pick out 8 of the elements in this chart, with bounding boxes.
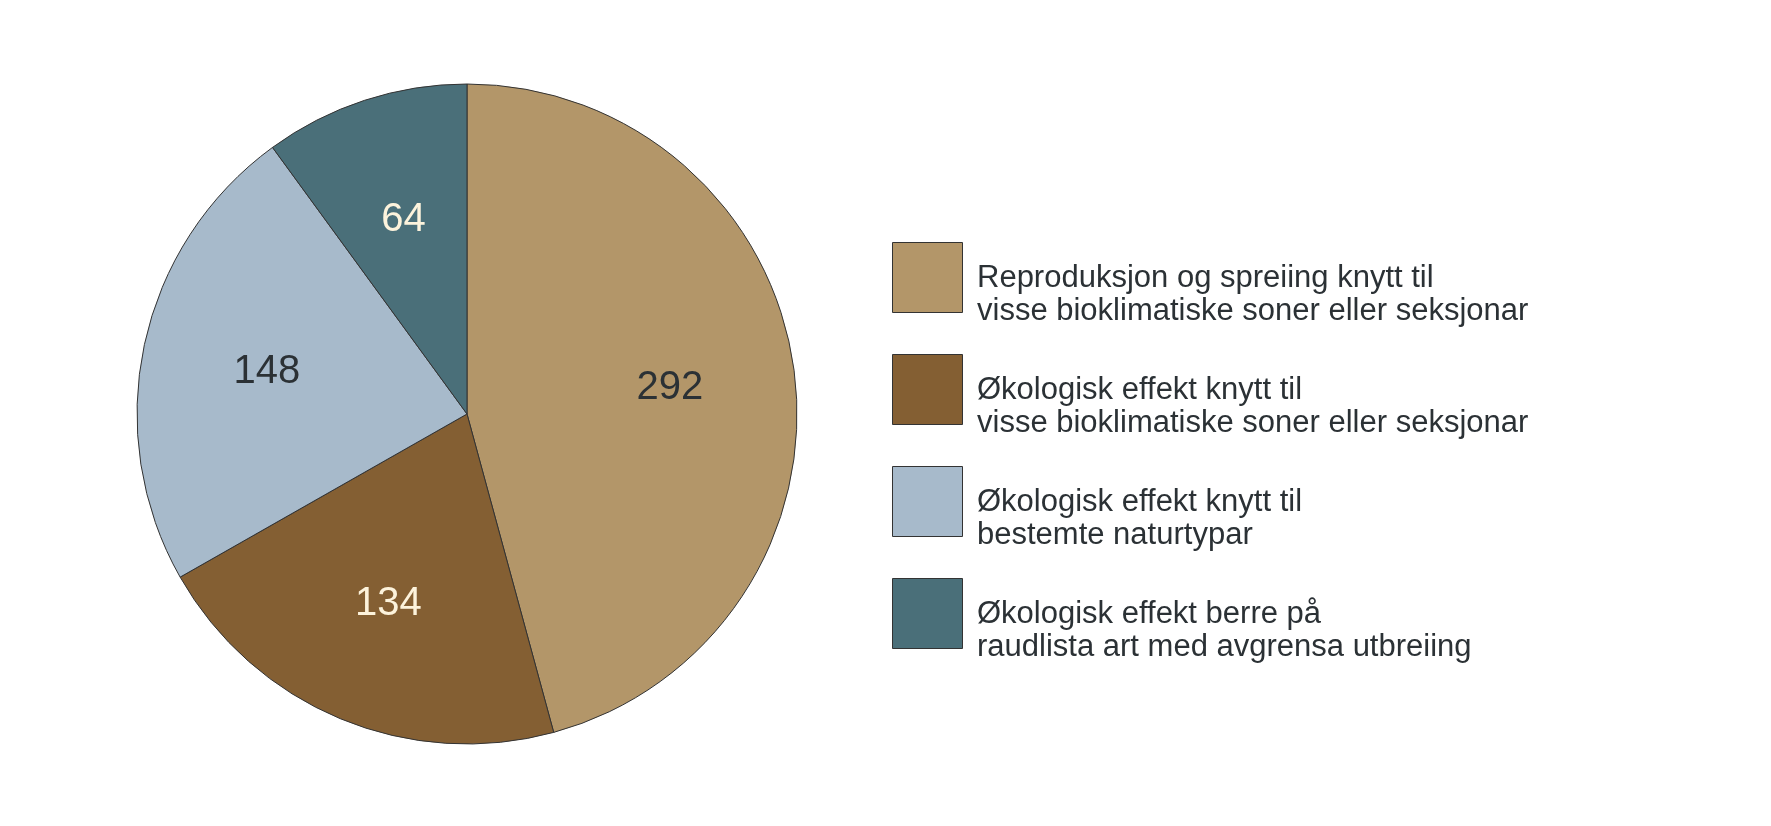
data-label: 134 bbox=[355, 578, 422, 623]
data-label: 64 bbox=[381, 195, 426, 240]
data-label: 292 bbox=[636, 362, 704, 407]
legend-label: Økologisk effekt knytt til bestemte naturtypar bbox=[977, 482, 1303, 551]
legend-label: Økologisk effekt knytt til visse bioklimatiske soner eller seksjonar bbox=[977, 370, 1529, 439]
legend-label: Reproduksjon og spreiing knytt til visse bioklimatiske soner eller seksjonar bbox=[977, 258, 1529, 327]
legend-label: Økologisk effekt berre på raudlista art med avgrensa utbreiing bbox=[977, 594, 1472, 663]
data-label: 148 bbox=[233, 347, 301, 391]
